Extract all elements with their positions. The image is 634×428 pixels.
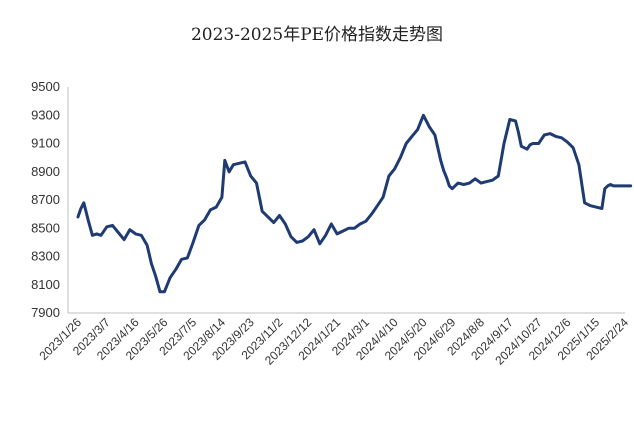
y-tick-label: 9300	[31, 107, 60, 122]
y-tick-label: 9100	[31, 136, 60, 151]
y-tick-label: 8900	[31, 164, 60, 179]
y-axis: 7900 8100 8300 8500 8700 8900 9100 9300 9500	[31, 79, 69, 320]
series-group	[76, 113, 633, 294]
chart-title: 2023-2025年PE价格指数走势图	[190, 25, 444, 45]
y-tick-label: 7900	[31, 305, 60, 320]
y-tick-label: 8100	[31, 277, 60, 292]
y-tick-label: 8500	[31, 220, 60, 235]
series-line	[76, 113, 633, 294]
y-tick-label: 9500	[31, 79, 60, 94]
x-axis: 2023/1/262023/3/72023/4/162023/5/262023/…	[36, 312, 631, 368]
y-tick-label: 8300	[31, 249, 60, 264]
y-tick-label: 8700	[31, 192, 60, 207]
